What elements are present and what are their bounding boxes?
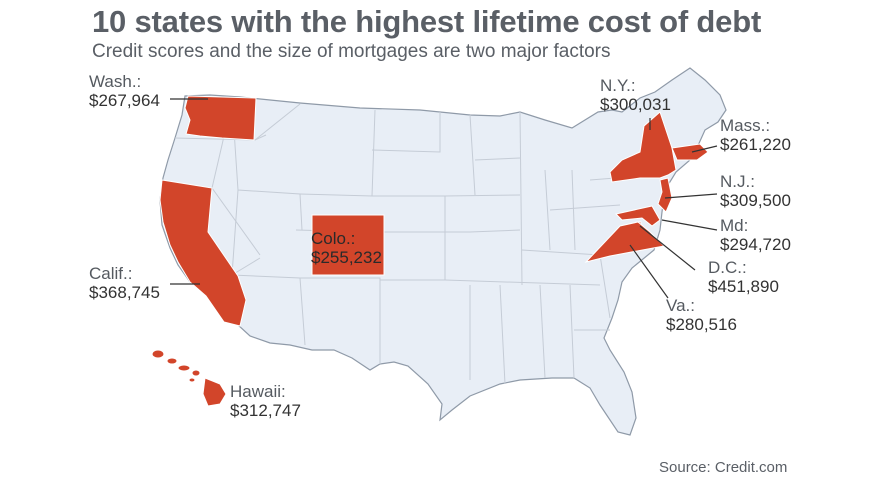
label-maryland-name: Md: [720, 216, 749, 235]
label-washington-amount: $267,964 [89, 91, 160, 110]
label-massachusetts-name: Mass.: [720, 116, 771, 135]
state-virginia [584, 221, 666, 263]
label-new-jersey-amount: $309,500 [720, 191, 791, 210]
state-massachusetts [671, 143, 709, 161]
label-virginia-name: Va.: [666, 296, 695, 315]
state-borders [167, 99, 641, 385]
label-washington-name: Wash.: [89, 72, 142, 91]
label-maryland-amount: $294,720 [720, 235, 791, 254]
label-virginia-amount: $280,516 [666, 315, 737, 334]
source-note: Source: Credit.com [659, 459, 788, 476]
chart-subtitle: Credit scores and the size of mortgages … [92, 41, 611, 62]
label-colorado: Colo.: $255,232 [311, 229, 382, 267]
state-hawaii [151, 349, 227, 407]
label-new-york-name: N.Y.: [600, 76, 636, 95]
state-maryland [615, 205, 661, 227]
state-new-jersey [657, 177, 673, 213]
highlighted-states [151, 95, 709, 407]
state-washington [184, 95, 257, 141]
label-new-york-amount: $300,031 [600, 95, 671, 114]
label-maryland: Md: $294,720 [720, 216, 791, 254]
state-california [159, 179, 247, 327]
leader-virginia [629, 244, 669, 299]
label-hawaii-amount: $312,747 [230, 401, 301, 420]
label-virginia: Va.: $280,516 [666, 296, 737, 334]
label-massachusetts-amount: $261,220 [720, 135, 791, 154]
label-colorado-amount: $255,232 [311, 248, 382, 267]
label-california-amount: $368,745 [89, 283, 160, 302]
label-dc-name: D.C.: [708, 258, 747, 277]
label-new-jersey-name: N.J.: [720, 172, 755, 191]
leader-new-jersey [664, 193, 718, 199]
leader-massachusetts [691, 145, 718, 153]
state-colorado [311, 214, 385, 276]
label-dc: D.C.: $451,890 [708, 258, 779, 296]
label-washington: Wash.: $267,964 [89, 72, 160, 110]
label-dc-amount: $451,890 [708, 277, 779, 296]
label-california: Calif.: $368,745 [89, 264, 160, 302]
label-new-jersey: N.J.: $309,500 [720, 172, 791, 210]
label-hawaii: Hawaii: $312,747 [230, 382, 301, 420]
label-massachusetts: Mass.: $261,220 [720, 116, 791, 154]
chart-title: 10 states with the highest lifetime cost… [92, 4, 762, 39]
us-outline [159, 67, 727, 436]
label-california-name: Calif.: [89, 264, 133, 283]
label-hawaii-name: Hawaii: [230, 382, 286, 401]
leader-dc [639, 225, 696, 271]
state-new-york [609, 111, 677, 183]
label-new-york: N.Y.: $300,031 [600, 76, 671, 114]
label-colorado-name: Colo.: [311, 229, 356, 248]
leader-maryland [661, 219, 718, 231]
leader-lines [170, 98, 718, 299]
